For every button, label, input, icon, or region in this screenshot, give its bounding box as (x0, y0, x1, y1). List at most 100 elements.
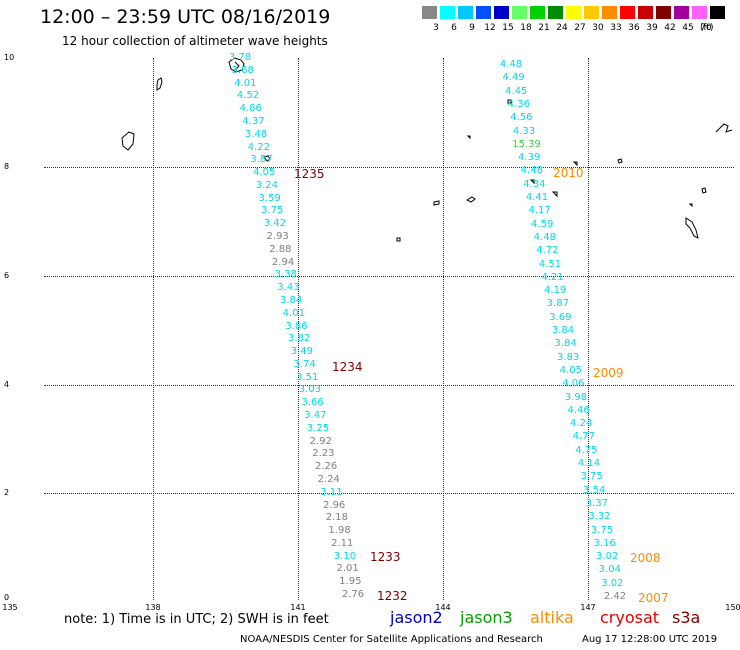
wave-height-left: 2.88 (269, 243, 292, 255)
wave-height-left: 3.48 (245, 128, 268, 140)
legend-swatch (548, 6, 563, 19)
wave-height-left: 2.11 (331, 537, 354, 549)
wave-height-left: 3.10 (333, 550, 357, 562)
wave-height-left: 4.01 (282, 307, 305, 319)
legend-swatch (710, 6, 725, 19)
grid-line-lat (44, 385, 734, 386)
legend-tick: 18 (520, 23, 532, 33)
island-outline (465, 196, 476, 203)
legend-swatch (422, 6, 437, 19)
wave-height-right: 4.45 (505, 85, 528, 97)
legend-tick: 42 (664, 23, 676, 33)
wave-height-left: 3.84 (279, 294, 303, 306)
wave-height-right: 3.87 (546, 298, 569, 310)
legend-tick: 45 (682, 23, 694, 33)
time-label: 2009 (593, 366, 624, 380)
lat-label: 10 (4, 53, 15, 62)
wave-height-right: 3.32 (588, 511, 611, 523)
grid-line-lon (588, 58, 589, 600)
legend-tick: 3 (433, 23, 439, 33)
wave-height-left: 4.22 (247, 141, 270, 153)
island-outline (551, 191, 558, 198)
island-outline (228, 57, 245, 73)
legend-tick: 6 (451, 23, 457, 33)
wave-height-right: 4.77 (572, 431, 595, 443)
time-label: 2007 (638, 591, 669, 605)
wave-height-right: 3.54 (583, 484, 606, 496)
grid-line-lat (44, 167, 734, 168)
credit-text: NOAA/NESDIS Center for Satellite Applica… (240, 634, 543, 645)
lat-label: 6 (4, 271, 10, 280)
legend-swatch (566, 6, 581, 19)
map-subtitle: 12 hour collection of altimeter wave hei… (62, 34, 328, 48)
legend-jason2: jason2 (390, 608, 443, 627)
wave-height-left: 3.74 (293, 358, 316, 370)
wave-height-left: 3.59 (258, 192, 281, 204)
legend-swatch (494, 6, 509, 19)
wave-height-right: 3.69 (549, 311, 572, 323)
wave-height-right: 3.16 (593, 537, 616, 549)
time-label: 2010 (553, 166, 584, 180)
wave-height-right: 4.14 (577, 458, 601, 469)
wave-height-right: 4.59 (531, 218, 554, 230)
island-outline (263, 155, 271, 162)
wave-height-right: 3.83 (557, 351, 580, 363)
wave-height-right: 4.24 (570, 418, 593, 430)
wave-height-left: 3.42 (263, 218, 287, 230)
wave-height-right: 3.75 (580, 471, 603, 483)
island-outline (156, 77, 163, 91)
legend-swatch (512, 6, 527, 19)
island-outline (466, 135, 471, 140)
lat-label: 2 (4, 488, 10, 497)
legend-swatch (602, 6, 617, 19)
wave-height-right: 4.33 (512, 125, 536, 137)
wave-height-left: 3.25 (306, 422, 330, 434)
grid-line-lat (44, 276, 734, 277)
legend-tick: 70 (700, 23, 712, 33)
wave-height-right: 3.75 (590, 524, 614, 536)
wave-height-left: 2.24 (317, 473, 340, 485)
wave-height-right: 4.21 (541, 271, 564, 283)
wave-height-left: 3.78 (228, 52, 252, 63)
wave-height-right: 3.02 (601, 577, 624, 589)
wave-height-left: 3.87 (250, 154, 273, 166)
island-outline (396, 237, 401, 242)
wave-height-left: 3.75 (261, 205, 284, 217)
grid-line-lon (443, 58, 444, 600)
legend-altika: altika (530, 608, 574, 627)
time-label: 2008 (630, 551, 661, 565)
lat-label: 8 (4, 162, 10, 171)
legend-tick: 27 (574, 23, 586, 33)
wave-height-left: 3.86 (285, 320, 308, 332)
wave-height-right: 4.51 (538, 258, 562, 270)
wave-height-right: 4.48 (533, 231, 556, 243)
legend-tick: 39 (646, 23, 658, 33)
wave-height-right: 2.42 (603, 591, 627, 602)
wave-height-left: 2.93 (266, 231, 289, 242)
legend-tick: 36 (628, 23, 640, 33)
lon-label: 138 (145, 603, 161, 612)
legend-swatch (530, 6, 545, 19)
footer-note: note: 1) Time is in UTC; 2) SWH is in fe… (64, 612, 329, 627)
wave-height-left: 3.51 (296, 371, 319, 383)
wave-height-right: 4.05 (559, 364, 582, 376)
legend-jason3: jason3 (460, 608, 513, 627)
wave-height-left: 3.11 (320, 486, 343, 498)
wave-height-left: 3.66 (301, 397, 324, 409)
legend-tick: 24 (556, 23, 568, 33)
legend-tick: 12 (484, 23, 496, 33)
wave-height-left: 3.38 (274, 269, 297, 281)
grid-line-lon (298, 58, 299, 600)
island-outline (234, 61, 240, 71)
wave-height-right: 4.17 (528, 205, 551, 217)
island-outline (507, 99, 512, 104)
wave-height-right: 4.49 (502, 72, 525, 84)
wave-height-right: 4.41 (525, 192, 549, 203)
wave-height-left: 1.98 (328, 525, 351, 537)
wave-height-right: 4.46 (567, 404, 590, 416)
legend-cryosat: cryosat (600, 608, 660, 627)
legend-swatch (674, 6, 689, 19)
island-outline (433, 200, 440, 206)
